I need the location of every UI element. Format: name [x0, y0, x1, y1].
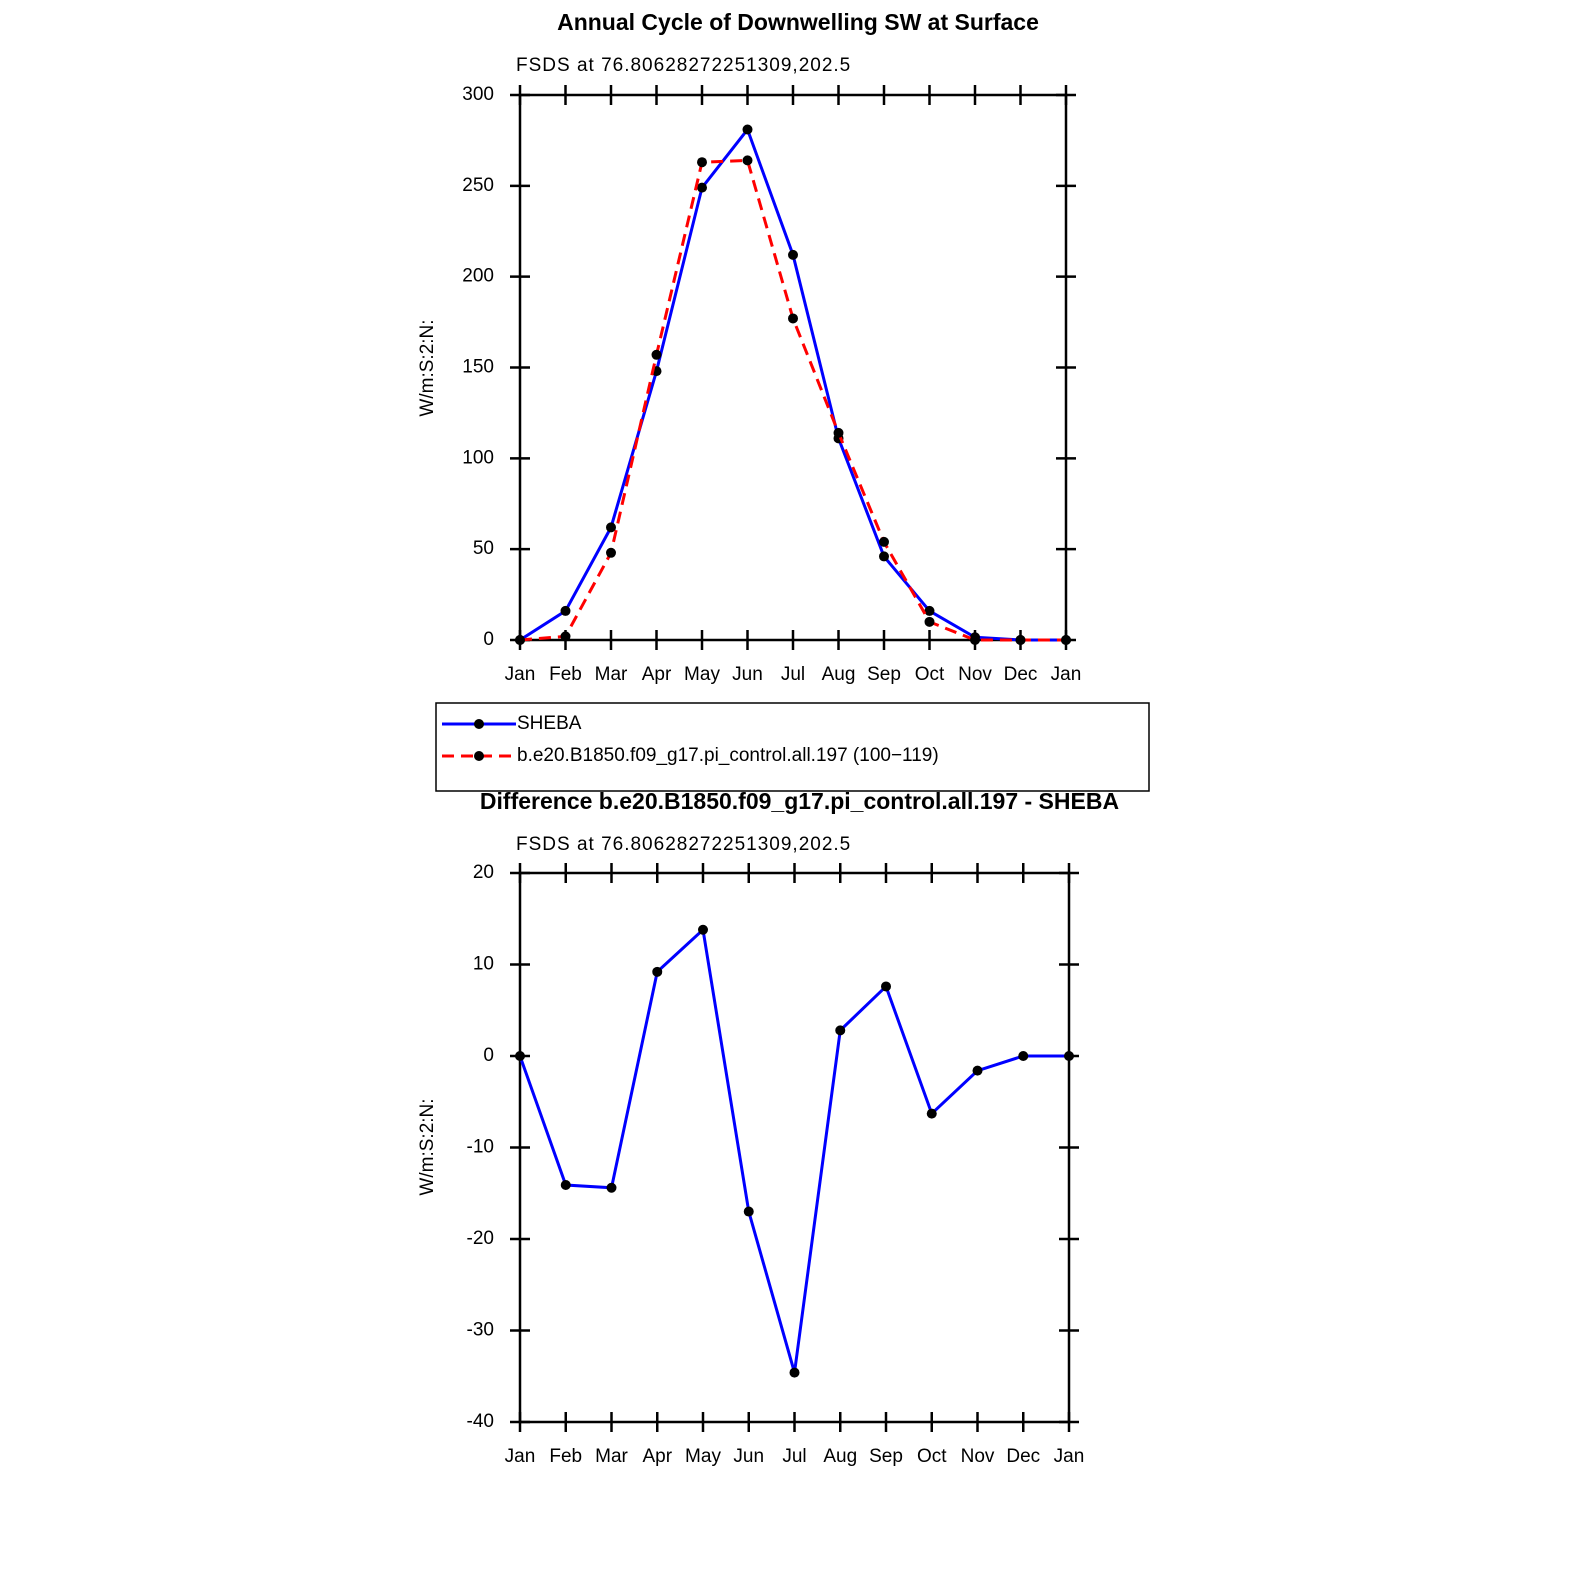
x-tick-label: Feb — [549, 664, 582, 685]
data-point — [606, 547, 616, 558]
legend-label: SHEBA — [517, 713, 582, 734]
x-tick-label: Apr — [642, 664, 672, 685]
x-tick-label: Dec — [1004, 664, 1038, 685]
y-tick-label: 50 — [473, 538, 494, 559]
x-tick-label: Mar — [595, 1446, 628, 1467]
y-axis-label: W/m:S:2:N: — [417, 1098, 438, 1195]
data-point — [515, 635, 525, 645]
x-tick-label: Jun — [732, 664, 763, 685]
data-point — [1018, 1051, 1029, 1061]
data-point — [835, 1025, 846, 1036]
data-point — [560, 1180, 571, 1191]
y-tick-label: 20 — [473, 862, 494, 883]
data-point — [515, 1051, 525, 1061]
x-tick-label: Jul — [781, 664, 805, 685]
data-point — [1015, 635, 1026, 645]
data-point — [560, 631, 571, 642]
data-point — [560, 605, 571, 616]
legend-box — [435, 702, 1150, 792]
x-tick-label: May — [685, 1446, 721, 1467]
x-tick-label: Aug — [823, 1446, 857, 1467]
series-line — [519, 126, 1066, 642]
y-tick-label: 0 — [483, 1045, 494, 1066]
data-point — [924, 605, 935, 616]
y-axis-label: W/m:S:2:N: — [417, 319, 438, 416]
x-tick-label: Dec — [1006, 1446, 1040, 1467]
x-tick-label: Mar — [595, 664, 628, 685]
x-tick-label: May — [684, 664, 720, 685]
chart-title: Annual Cycle of Downwelling SW at Surfac… — [557, 9, 1039, 35]
data-point — [698, 924, 708, 935]
x-tick-label: Sep — [869, 1446, 903, 1467]
data-point — [651, 349, 662, 360]
plot-frame — [518, 871, 1071, 1424]
y-tick-label: -30 — [467, 1320, 494, 1341]
x-tick-label: Jan — [1051, 664, 1082, 685]
data-point — [606, 1182, 617, 1193]
data-point — [926, 1108, 937, 1119]
data-point — [972, 1065, 983, 1076]
y-tick-label: -40 — [467, 1411, 494, 1432]
x-tick-label: Nov — [961, 1446, 995, 1467]
y-tick-label: 200 — [462, 266, 494, 287]
data-point — [1064, 1051, 1074, 1061]
y-tick-label: 0 — [483, 629, 494, 650]
x-tick-label: Oct — [915, 664, 945, 685]
data-point — [652, 966, 663, 977]
y-tick-label: 250 — [462, 175, 494, 196]
y-tick-label: 10 — [473, 954, 494, 975]
data-point — [1061, 635, 1071, 645]
data-point — [697, 157, 707, 168]
data-point — [788, 313, 798, 324]
data-point — [924, 616, 935, 627]
x-tick-label: Sep — [867, 664, 901, 685]
legend-marker — [474, 751, 484, 761]
data-point — [606, 522, 616, 533]
data-point — [697, 182, 707, 193]
y-tick-label: 300 — [462, 84, 494, 105]
x-tick-label: Feb — [549, 1446, 582, 1467]
data-point — [742, 155, 753, 166]
chart-title: Difference b.e20.B1850.f09_g17.pi_contro… — [480, 788, 1119, 814]
data-point — [742, 124, 753, 135]
legend-marker — [474, 719, 484, 729]
data-point — [879, 536, 889, 547]
x-tick-label: Jan — [505, 1446, 536, 1467]
plot-frame — [518, 93, 1068, 642]
data-point — [789, 1367, 800, 1378]
x-tick-label: Jun — [733, 1446, 764, 1467]
data-point — [881, 981, 891, 992]
x-tick-label: Nov — [958, 664, 992, 685]
data-point — [970, 635, 980, 645]
x-tick-label: Jan — [1054, 1446, 1085, 1467]
chart-subtitle: FSDS at 76.80628272251309,202.5 — [516, 55, 851, 76]
x-tick-label: Apr — [642, 1446, 672, 1467]
data-point — [788, 249, 798, 260]
chart-subtitle: FSDS at 76.80628272251309,202.5 — [516, 834, 851, 855]
data-point — [879, 551, 889, 562]
x-tick-label: Jul — [782, 1446, 806, 1467]
legend-label: b.e20.B1850.f09_g17.pi_control.all.197 (… — [517, 745, 939, 766]
y-tick-label: -20 — [467, 1228, 494, 1249]
x-tick-label: Aug — [822, 664, 856, 685]
series-line — [518, 926, 1069, 1373]
data-point — [743, 1206, 754, 1217]
data-point — [833, 427, 844, 438]
y-tick-label: 150 — [462, 357, 494, 378]
series-line — [519, 158, 1066, 642]
x-tick-label: Oct — [917, 1446, 947, 1467]
y-tick-label: -10 — [467, 1137, 494, 1158]
x-tick-label: Jan — [505, 664, 536, 685]
y-tick-label: 100 — [462, 447, 494, 468]
